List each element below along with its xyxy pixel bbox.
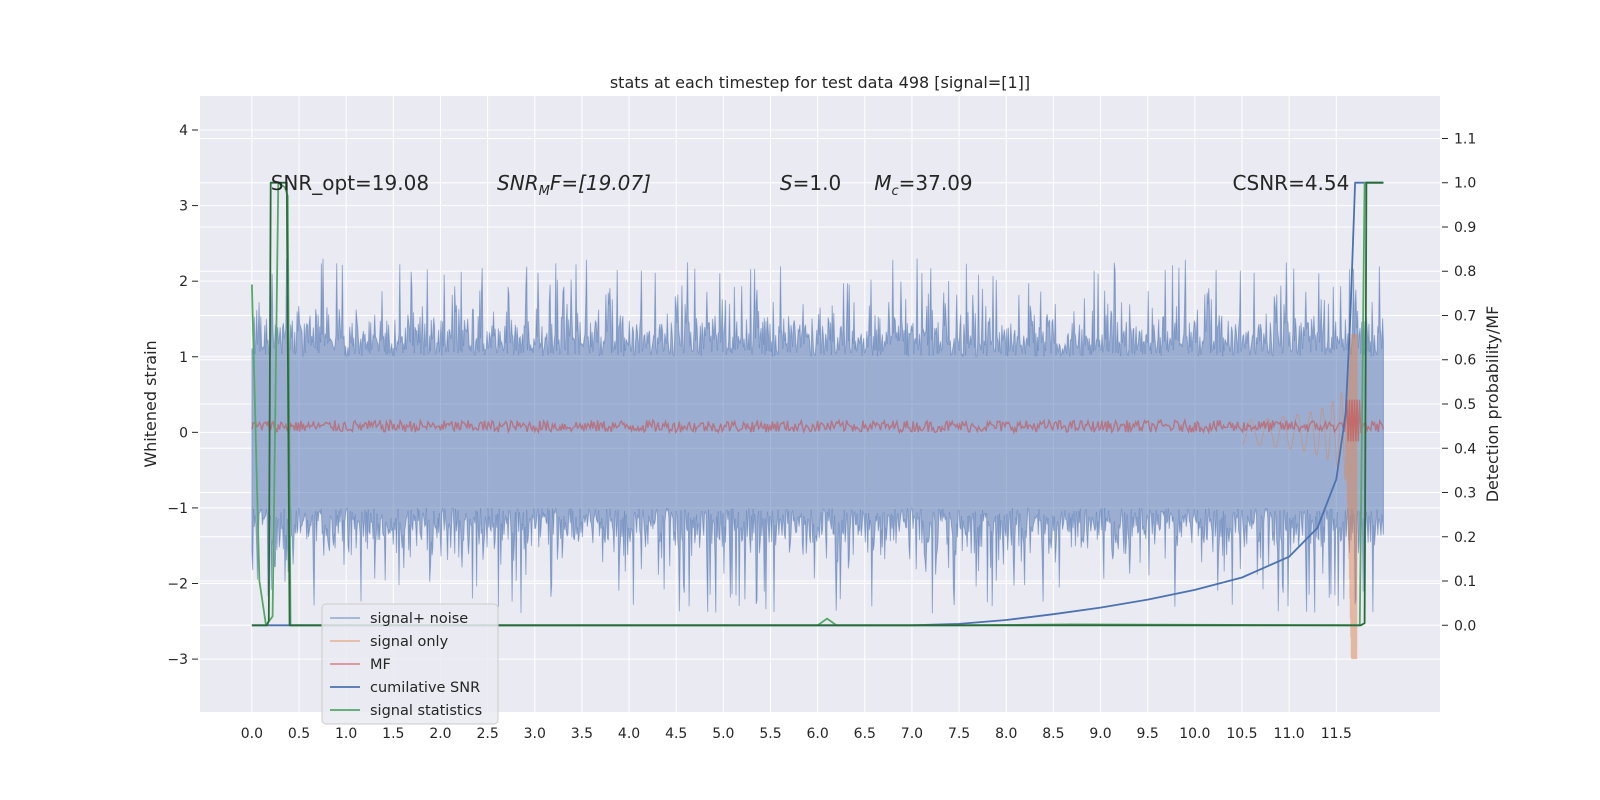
x-tick-label: 5.0 [712, 726, 734, 742]
series-signal-noise [251, 258, 1384, 614]
x-tick-label: 11.5 [1321, 726, 1352, 742]
x-tick-label: 8.0 [995, 726, 1017, 742]
x-tick-label: 11.0 [1274, 726, 1305, 742]
y-tick-label: −1 [167, 501, 188, 517]
series-secondary-statistic [251, 181, 1384, 627]
legend-label: MF [370, 657, 391, 673]
x-tick-label: 10.0 [1179, 726, 1210, 742]
x-tick-label: 0.5 [288, 726, 310, 742]
legend: signal+ noise signal only MF cumilative SNR… [321, 603, 499, 725]
y-tick-label: 4 [179, 123, 188, 139]
y2-tick-label: 0.1 [1454, 574, 1476, 590]
legend-box [321, 603, 499, 725]
x-tick-label: 2.5 [476, 726, 498, 742]
x-tick-label: 10.5 [1226, 726, 1257, 742]
x-tick-label: 0.0 [241, 726, 263, 742]
y-tick-label: 0 [179, 425, 188, 441]
annotation-text: Mc=37.09 [874, 171, 972, 199]
y-axis-title: Whitened strain [141, 340, 160, 467]
y2-tick-label: 0.6 [1454, 353, 1476, 369]
y-tick-label: −3 [167, 652, 188, 668]
x-tick-label: 6.0 [807, 726, 829, 742]
series-cumilative-snr [251, 181, 1384, 627]
y-tick-label: 1 [179, 350, 188, 366]
data-layer [251, 181, 1385, 660]
x-tick-label: 3.0 [524, 726, 546, 742]
x-tick-label: 1.0 [335, 726, 357, 742]
x-tick-label: 4.0 [618, 726, 640, 742]
y2-axis-title: Detection probability/MF [1483, 306, 1502, 503]
axis-ticks: 0.0 0.5 1.0 1.5 2.0 2.5 3.0 3.5 4.0 4.5 5.0 5.5 6.0 6… [167, 123, 1476, 742]
chart-title: stats at each timestep for test data 498… [610, 73, 1030, 92]
annotation-text: SNR_opt=19.08 [271, 171, 429, 195]
x-tick-label: 2.0 [429, 726, 451, 742]
legend-label: signal statistics [370, 703, 482, 719]
x-tick-label: 3.5 [571, 726, 593, 742]
x-tick-label: 4.5 [665, 726, 687, 742]
y2-tick-label: 0.7 [1454, 308, 1476, 324]
x-tick-label: 6.5 [854, 726, 876, 742]
x-tick-label: 5.5 [759, 726, 781, 742]
legend-label: cumilative SNR [370, 680, 480, 696]
y2-tick-label: 0.3 [1454, 486, 1476, 502]
y-tick-label: 3 [179, 199, 188, 215]
x-tick-label: 7.5 [948, 726, 970, 742]
annotation-text: CSNR=4.54 [1233, 171, 1350, 195]
series-mf [251, 399, 1385, 442]
x-tick-label: 9.0 [1089, 726, 1111, 742]
y-tick-label: −2 [167, 577, 188, 593]
x-tick-label: 7.0 [901, 726, 923, 742]
x-tick-label: 1.5 [382, 726, 404, 742]
y2-tick-label: 0.9 [1454, 220, 1476, 236]
annotation-text: S=1.0 [780, 171, 841, 195]
y2-tick-label: 0.2 [1454, 530, 1476, 546]
legend-label: signal only [370, 634, 449, 650]
legend-label: signal+ noise [370, 611, 468, 627]
y2-tick-label: 0.4 [1454, 441, 1476, 457]
x-tick-label: 8.5 [1042, 726, 1064, 742]
y2-tick-label: 0.8 [1454, 264, 1476, 280]
y-tick-label: 2 [179, 274, 188, 290]
y2-tick-label: 0.0 [1454, 618, 1476, 634]
y2-tick-label: 0.5 [1454, 397, 1476, 413]
annotation-text: SNRMF=[19.07] [497, 171, 651, 199]
x-tick-label: 9.5 [1137, 726, 1159, 742]
series-signal-only [1242, 334, 1365, 660]
y2-tick-label: 1.1 [1454, 131, 1476, 147]
annotation-layer: SNR_opt=19.08 SNRMF=[19.07] S=1.0 Mc=37.09 C… [271, 171, 1350, 199]
y2-tick-label: 1.0 [1454, 176, 1476, 192]
